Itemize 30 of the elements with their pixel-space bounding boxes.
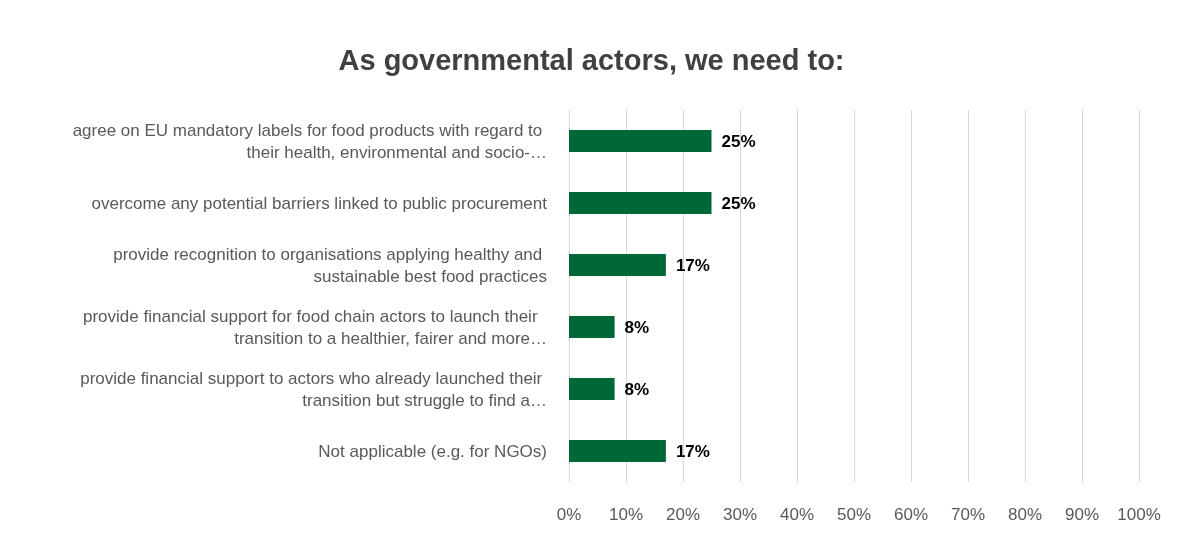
y-tick-label: provide financial support to actors who already launched their transition but struggle to find a…	[80, 368, 547, 410]
data-label: 8%	[624, 379, 650, 399]
x-tick-label: 40%	[779, 505, 815, 524]
x-tick-label: 60%	[893, 505, 929, 524]
x-tick-label: 0%	[556, 505, 582, 524]
x-tick-label: 30%	[722, 505, 758, 524]
x-tick-label: 10%	[608, 505, 644, 524]
bar	[569, 316, 615, 338]
x-tick-label: 50%	[836, 505, 872, 524]
chart-title: As governmental actors, we need to:	[338, 43, 845, 76]
y-tick-label: overcome any potential barriers linked to public procurement	[91, 193, 548, 213]
bar	[569, 378, 615, 400]
bar	[569, 254, 666, 276]
data-label: 8%	[624, 317, 650, 337]
data-label: 17%	[675, 441, 710, 461]
x-tick-label: 70%	[950, 505, 986, 524]
x-tick-label: 100%	[1117, 505, 1161, 524]
y-tick-label: Not applicable (e.g. for NGOs)	[318, 441, 547, 461]
bar	[569, 130, 712, 152]
y-tick-label: agree on EU mandatory labels for food products with regard to their health, environmental and socio-…	[72, 120, 547, 162]
x-tick-label: 20%	[665, 505, 701, 524]
bar	[569, 192, 712, 214]
bar	[569, 440, 666, 462]
y-tick-label: provide financial support for food chain actors to launch their transition to a healthier, fairer and more…	[83, 306, 547, 348]
x-tick-label: 90%	[1064, 505, 1100, 524]
x-tick-label: 80%	[1007, 505, 1043, 524]
data-label: 17%	[675, 255, 710, 275]
data-label: 25%	[721, 193, 756, 213]
data-label: 25%	[721, 131, 756, 151]
y-tick-label: provide recognition to organisations applying healthy and sustainable best food practices	[113, 244, 547, 286]
